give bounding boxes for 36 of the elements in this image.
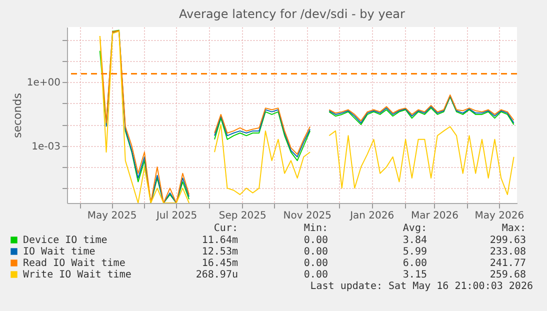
text: 3.15 — [402, 270, 427, 280]
x-tick-label: May 2025 — [87, 210, 137, 222]
legend-label: IO Wait time — [23, 246, 96, 258]
chart-title: Average latency for /dev/sdi - by year — [179, 7, 406, 21]
x-tick-label: Nov 2025 — [283, 210, 332, 222]
text: Avg: — [402, 223, 427, 234]
x-tick-label: Mar 2026 — [410, 210, 458, 222]
text: 299.63 — [490, 235, 526, 246]
text: 3.84 — [402, 235, 427, 246]
y-tick-label: 1e+00 — [26, 78, 60, 89]
legend-label: Write IO Wait time — [23, 270, 132, 280]
text: 0.00 — [304, 270, 328, 280]
text: Min: — [304, 223, 328, 234]
x-tick-label: Jul 2025 — [155, 210, 198, 222]
x-tick-label: May 2026 — [474, 210, 524, 222]
legend-label: Device IO time — [23, 235, 108, 246]
text: 6.00 — [402, 258, 427, 269]
x-tick-label: Jan 2026 — [349, 210, 394, 222]
text: 0.00 — [304, 246, 328, 258]
text: 5.99 — [402, 246, 427, 258]
text: 241.77 — [490, 258, 526, 269]
x-tick-label: Sep 2025 — [218, 210, 266, 222]
text: Cur: — [214, 223, 238, 234]
legend-label: Read IO Wait time — [23, 258, 126, 269]
text: 0.00 — [304, 258, 328, 269]
text: 268.97u — [196, 270, 238, 280]
text: 259.68 — [490, 270, 526, 280]
text: 12.53m — [202, 246, 238, 258]
text: 16.45m — [202, 258, 238, 269]
text: 0.00 — [304, 235, 328, 246]
text: 233.08 — [490, 246, 526, 258]
text: Max: — [502, 223, 526, 234]
y-tick-label: 1e-03 — [32, 141, 60, 152]
text: Last update: Sat May 16 21:00:03 2026 — [310, 281, 533, 292]
y-axis-title: seconds — [10, 92, 24, 138]
text: 11.64m — [202, 235, 238, 246]
